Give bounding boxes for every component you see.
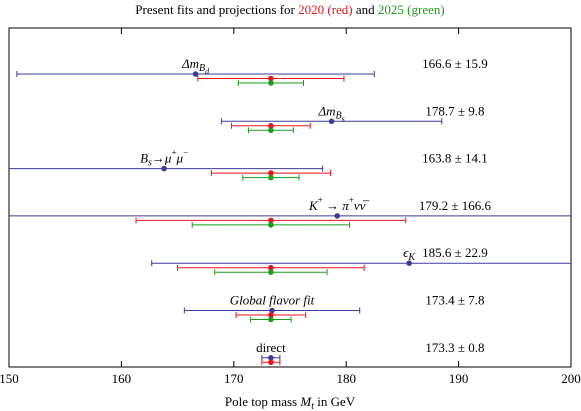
point xyxy=(268,264,274,271)
point xyxy=(192,71,199,77)
row-label: ϵK xyxy=(403,245,416,263)
point xyxy=(268,316,274,323)
value-label: 178.7 ± 9.8 xyxy=(425,103,484,118)
point xyxy=(328,118,335,125)
point xyxy=(268,174,274,181)
row-label-part: Global flavor fit xyxy=(230,292,315,307)
row-label-part: d xyxy=(205,67,210,76)
row-label-part: νν̅ xyxy=(354,198,370,213)
row-label: Global flavor fit xyxy=(230,292,315,307)
x-axis-label-part: in GeV xyxy=(314,394,356,409)
value-label: 173.3 ± 0.8 xyxy=(425,340,484,355)
row-label-part: + xyxy=(171,148,176,158)
point xyxy=(268,75,274,82)
row-label-part: B xyxy=(140,151,148,166)
row-label-part: direct xyxy=(256,340,286,355)
row-label-part: K xyxy=(407,252,416,263)
point xyxy=(268,170,274,176)
row-label-part: Δm xyxy=(181,56,199,71)
row-label-part: + xyxy=(318,195,323,205)
row-label-part: → π xyxy=(323,198,350,213)
row-label-part: + xyxy=(349,195,354,205)
point xyxy=(406,260,412,267)
plot-frame xyxy=(8,27,572,368)
x-tick-label: 180 xyxy=(336,371,356,386)
row-label: ΔmBs xyxy=(317,103,344,123)
point xyxy=(268,217,274,224)
row-label-part: ϵ xyxy=(403,245,409,260)
value-label: 163.8 ± 14.1 xyxy=(422,151,488,166)
point xyxy=(268,222,274,228)
x-axis-label-part: t xyxy=(311,401,314,411)
point xyxy=(268,123,274,129)
x-tick-label: 160 xyxy=(112,371,132,386)
chart-title-part: 2020 (red) xyxy=(298,2,353,17)
chart-title-part: and xyxy=(353,2,378,17)
point xyxy=(161,165,167,172)
chart-title-part: 2025 (green) xyxy=(378,2,445,17)
row-label: ΔmBd xyxy=(181,56,210,76)
row-label-part: s xyxy=(342,114,345,123)
x-tick-label: 190 xyxy=(449,371,469,386)
chart-title: Present fits and projections for 2020 (r… xyxy=(135,2,444,17)
point xyxy=(268,355,274,361)
x-axis-label-part: Pole top mass xyxy=(225,394,300,409)
value-label: 166.6 ± 15.9 xyxy=(422,56,488,71)
row-label: K+ → π+νν̅ xyxy=(308,195,369,213)
value-label: 185.6 ± 22.9 xyxy=(422,245,488,260)
row-label-part: Δm xyxy=(317,103,335,118)
row-label-part: B xyxy=(335,111,341,122)
row-label: direct xyxy=(256,340,286,355)
x-axis-label-part: M xyxy=(299,394,312,409)
value-label: 173.4 ± 7.8 xyxy=(425,292,484,307)
x-axis-label: Pole top mass Mt in GeV xyxy=(225,394,356,411)
marks xyxy=(9,71,571,366)
point xyxy=(268,127,274,134)
point xyxy=(268,269,274,276)
row-label-part: μ xyxy=(176,151,184,166)
chart-title-part: Present fits and projections for xyxy=(135,2,298,17)
row-label-part: K xyxy=(308,198,319,213)
point xyxy=(334,213,341,219)
value-label: 179.2 ± 166.6 xyxy=(419,198,492,213)
point xyxy=(268,359,274,366)
x-tick-label: 170 xyxy=(224,371,244,386)
point xyxy=(268,80,274,86)
row-label-part: →μ xyxy=(152,151,172,166)
row-label-part: B xyxy=(199,63,205,74)
point xyxy=(269,307,275,314)
row-label-part: s xyxy=(148,158,152,169)
x-tick-label: 200 xyxy=(561,371,581,386)
x-tick-label: 150 xyxy=(0,371,19,386)
point xyxy=(268,312,274,318)
row-label: Bs→μ+μ− xyxy=(140,148,188,169)
row-label-part: − xyxy=(183,148,188,158)
